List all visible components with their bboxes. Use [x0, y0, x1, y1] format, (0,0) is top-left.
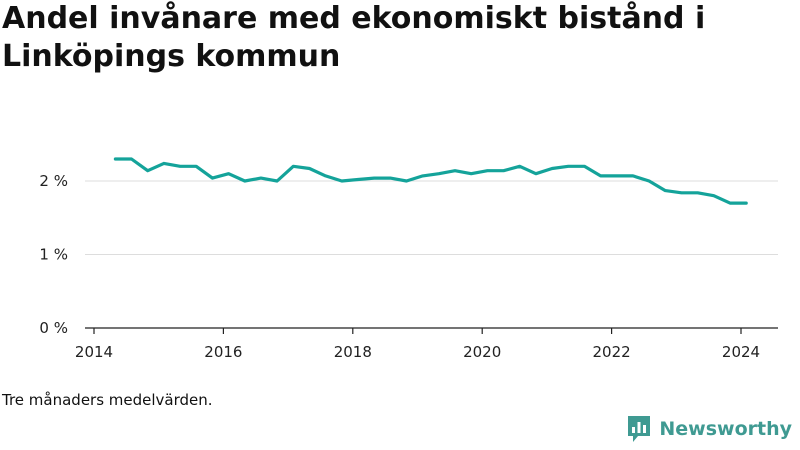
chart-note: Tre månaders medelvärden.: [2, 391, 213, 409]
brand-name: Newsworthy: [659, 418, 792, 440]
chart-title: Andel invånare med ekonomiskt bistånd i …: [2, 1, 706, 74]
y-tick-label: 1 %: [39, 246, 68, 264]
newsworthy-logo-icon: [628, 416, 651, 442]
x-axis: 2014 2016 2018 2020 2022 2024: [75, 327, 778, 361]
x-tick-label: 2024: [722, 343, 760, 361]
series-layer: [113, 157, 748, 205]
y-tick-label: 2 %: [39, 172, 68, 190]
x-tick-label: 2020: [463, 343, 501, 361]
y-tick-label: 0 %: [39, 319, 68, 337]
series-line: [113, 157, 748, 205]
x-tick-label: 2016: [204, 343, 242, 361]
brand-logo[interactable]: Newsworthy: [626, 414, 792, 444]
x-tick-label: 2022: [593, 343, 631, 361]
gridlines: 0 % 1 % 2 %: [39, 172, 778, 337]
x-tick-label: 2018: [334, 343, 372, 361]
x-tick-label: 2014: [75, 343, 113, 361]
